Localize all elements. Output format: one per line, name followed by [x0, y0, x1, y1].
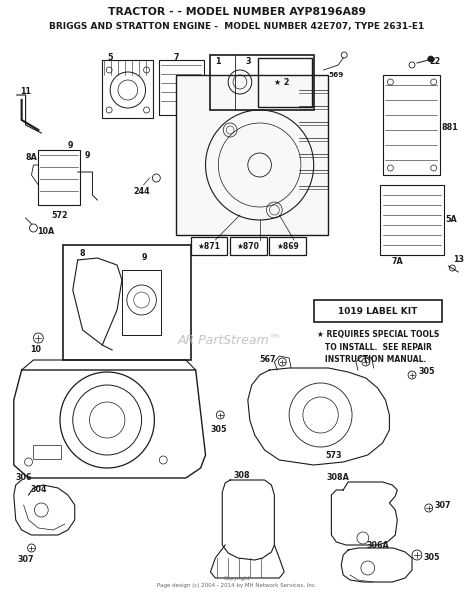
Text: 9: 9 — [68, 141, 73, 149]
Text: 10: 10 — [30, 346, 41, 355]
Text: 881: 881 — [441, 123, 458, 132]
Text: 7: 7 — [173, 53, 179, 62]
Bar — [314, 300, 442, 322]
Bar — [230, 237, 266, 255]
Bar — [38, 150, 80, 205]
Text: AR PartStream™: AR PartStream™ — [178, 333, 282, 346]
Text: 305: 305 — [423, 553, 440, 563]
Text: 307: 307 — [434, 502, 451, 511]
Bar — [191, 237, 227, 255]
Bar — [269, 237, 306, 255]
Text: 305: 305 — [419, 368, 435, 377]
Text: 8A: 8A — [26, 152, 37, 161]
Text: 567: 567 — [259, 355, 276, 365]
Text: 5A: 5A — [446, 215, 457, 225]
Bar — [34, 445, 61, 459]
Text: 8: 8 — [80, 248, 85, 257]
Bar — [102, 60, 154, 118]
Text: 9: 9 — [85, 151, 90, 160]
Circle shape — [428, 56, 434, 62]
Text: 308: 308 — [234, 471, 250, 480]
Text: ★869: ★869 — [276, 241, 299, 250]
Text: 569: 569 — [328, 72, 344, 78]
Text: 304: 304 — [30, 486, 46, 495]
Bar — [159, 60, 203, 115]
Bar — [63, 245, 191, 360]
Text: BRIGGS AND STRATTON ENGINE -  MODEL NUMBER 42E707, TYPE 2631-E1: BRIGGS AND STRATTON ENGINE - MODEL NUMBE… — [49, 21, 425, 30]
Text: 1: 1 — [216, 58, 221, 66]
Text: 244: 244 — [133, 187, 150, 196]
Text: TRACTOR - - MODEL NUMBER AYP8196A89: TRACTOR - - MODEL NUMBER AYP8196A89 — [108, 7, 366, 17]
Text: 305: 305 — [210, 426, 227, 435]
Text: ★ 2: ★ 2 — [274, 78, 290, 87]
Text: 5: 5 — [108, 53, 113, 62]
Bar — [380, 185, 444, 255]
Text: 1019 LABEL KIT: 1019 LABEL KIT — [338, 307, 417, 315]
Text: 22: 22 — [429, 58, 440, 66]
Text: 11: 11 — [20, 88, 31, 97]
Bar — [176, 75, 328, 235]
Text: Copyright
Page design (c) 2004 - 2014 by MH Network Services, Inc.: Copyright Page design (c) 2004 - 2014 by… — [157, 576, 317, 588]
Text: 10A: 10A — [37, 228, 55, 237]
Text: 306A: 306A — [366, 540, 389, 550]
Text: ★870: ★870 — [237, 241, 260, 250]
Bar — [383, 75, 439, 175]
Text: 3: 3 — [245, 58, 251, 66]
Text: 572: 572 — [52, 211, 68, 219]
Bar — [210, 55, 314, 110]
Bar — [258, 58, 312, 107]
Text: 307: 307 — [18, 556, 34, 565]
Text: ★871: ★871 — [198, 241, 220, 250]
Text: 7A: 7A — [392, 257, 403, 266]
Text: 308A: 308A — [327, 473, 350, 483]
Text: ★ REQUIRES SPECIAL TOOLS
   TO INSTALL.  SEE REPAIR
   INSTRUCTION MANUAL.: ★ REQUIRES SPECIAL TOOLS TO INSTALL. SEE… — [317, 330, 439, 364]
Text: 306: 306 — [15, 473, 32, 483]
Text: 9: 9 — [142, 253, 147, 263]
Bar — [122, 270, 161, 335]
Text: 573: 573 — [325, 451, 342, 460]
Text: 13: 13 — [453, 256, 464, 264]
